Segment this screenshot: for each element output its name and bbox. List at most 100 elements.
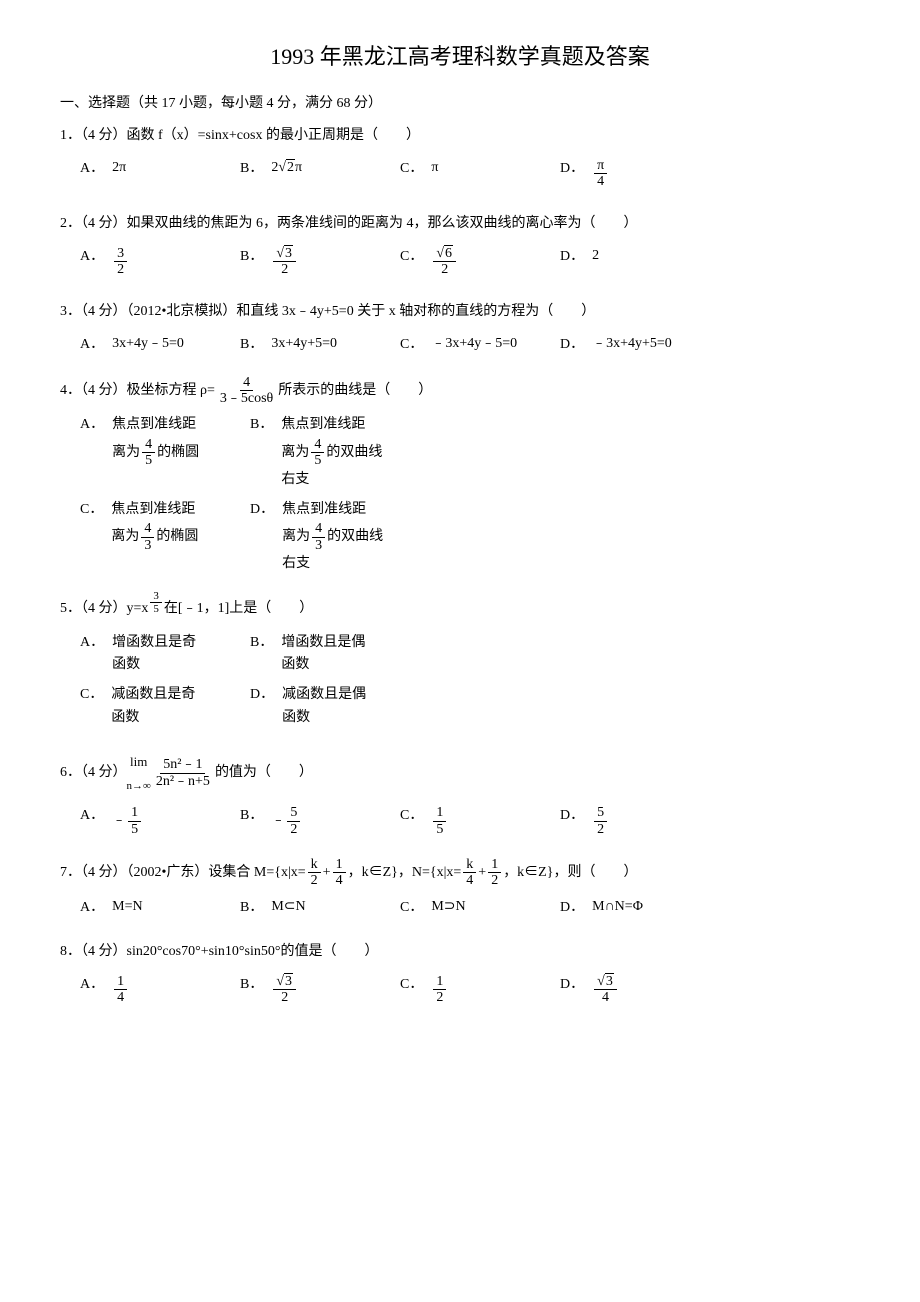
- question-text: 4．（4 分）极坐标方程 ρ=43﹣5cosθ所表示的曲线是（ ）: [60, 375, 860, 407]
- choice: D．52: [560, 805, 700, 837]
- question: 1．（4 分）函数 f（x）=sinx+cosx 的最小正周期是（ ） A． 2π B…: [60, 122, 860, 190]
- choice-label: C．: [400, 805, 423, 826]
- choice-content: 15: [431, 805, 448, 837]
- choice-content: 2π: [112, 158, 126, 178]
- choice-label: C．: [400, 897, 423, 918]
- choice: D． 减函数且是偶函数: [250, 684, 430, 729]
- question: 6．（4 分）limn→∞5n²﹣12n²﹣n+5的值为（ ） A．﹣15 B． ﹣5…: [60, 749, 860, 837]
- choice: D．π4: [560, 158, 700, 190]
- choice: A．﹣15: [80, 805, 220, 837]
- choice-label: B．: [250, 414, 273, 435]
- choice-content: √62: [431, 246, 458, 278]
- choice: A． 焦点到准线距离为45的椭圆: [80, 414, 230, 491]
- choice-label: B．: [240, 974, 263, 995]
- choices: A． 14 B． √32 C．12 D． √34: [60, 974, 860, 1006]
- choice: A． 32: [80, 246, 220, 278]
- question-text: 7．（4 分）（2002•广东）设集合 M={x|x=k2+14，k∈Z}，N=…: [60, 857, 860, 889]
- choice: B．√32: [240, 246, 380, 278]
- question: 7．（4 分）（2002•广东）设集合 M={x|x=k2+14，k∈Z}，N=…: [60, 857, 860, 918]
- choice: A． 3x+4y﹣5=0: [80, 334, 220, 355]
- choice-label: B．: [240, 805, 263, 826]
- question-text: 3．（4 分）（2012•北京模拟）和直线 3x﹣4y+5=0 关于 x 轴对称…: [60, 298, 860, 326]
- choice: A．M=N: [80, 897, 220, 918]
- choice-content: 52: [592, 805, 609, 837]
- choice-label: D．: [250, 499, 274, 520]
- choice-content: ﹣3x+4y+5=0: [592, 334, 672, 354]
- choice-content: 焦点到准线距离为43的双曲线右支: [282, 499, 383, 576]
- choice-content: 32: [112, 246, 129, 278]
- choices: A．﹣15 B． ﹣52 C． 15 D．52: [60, 805, 860, 837]
- question: 5．（4 分）y=x35在[﹣1，1]上是（ ） A． 增函数且是奇函数 B． 增函数且…: [60, 595, 860, 729]
- choice-content: M=N: [112, 897, 142, 917]
- section-header: 一、选择题（共 17 小题，每小题 4 分，满分 68 分）: [60, 93, 860, 114]
- choice: C． 15: [400, 805, 540, 837]
- choice-label: D．: [560, 246, 584, 267]
- choice-content: M⊂N: [271, 897, 305, 917]
- choice-content: M⊃N: [431, 897, 465, 917]
- choice-content: ﹣15: [112, 805, 143, 837]
- choice-label: C．: [400, 158, 423, 179]
- choice-content: √32: [271, 974, 298, 1006]
- choice: B．焦点到准线距离为45的双曲线右支: [250, 414, 430, 491]
- question-text: 1．（4 分）函数 f（x）=sinx+cosx 的最小正周期是（ ）: [60, 122, 860, 150]
- choice-label: C．: [400, 246, 423, 267]
- questions-container: 1．（4 分）函数 f（x）=sinx+cosx 的最小正周期是（ ） A． 2π B…: [60, 122, 860, 1006]
- question: 4．（4 分）极坐标方程 ρ=43﹣5cosθ所表示的曲线是（ ） A． 焦点到准线…: [60, 375, 860, 576]
- choice: B．2√2π: [240, 158, 380, 190]
- choice-label: A．: [80, 632, 104, 653]
- choice-label: B．: [240, 334, 263, 355]
- choice: B．M⊂N: [240, 897, 380, 918]
- question-text: 8．（4 分）sin20°cos70°+sin10°sin50°的值是（ ）: [60, 938, 860, 966]
- choice: C． M⊃N: [400, 897, 540, 918]
- choice-label: A．: [80, 974, 104, 995]
- choice-content: 增函数且是奇函数: [112, 632, 196, 677]
- choice: B． 3x+4y+5=0: [240, 334, 380, 355]
- choice-content: 减函数且是偶函数: [282, 684, 366, 729]
- question-text: 2．（4 分）如果双曲线的焦距为 6，两条准线间的距离为 4，那么该双曲线的离心…: [60, 210, 860, 238]
- choice-label: A．: [80, 334, 104, 355]
- choices: A． 32 B．√32 C． √62 D． 2: [60, 246, 860, 278]
- choice-label: B．: [250, 632, 273, 653]
- choice: A． 增函数且是奇函数: [80, 632, 230, 677]
- choice-content: 2: [592, 246, 599, 266]
- choice-content: 3x+4y﹣5=0: [112, 334, 184, 354]
- choices: A． 焦点到准线距离为45的椭圆 B．焦点到准线距离为45的双曲线右支 C． 焦点到准线…: [60, 414, 860, 575]
- choices: A．M=N B．M⊂N C． M⊃N D． M∩N=Φ: [60, 897, 860, 918]
- choice: B． ﹣52: [240, 805, 380, 837]
- choice-label: D．: [560, 334, 584, 355]
- choice-content: 焦点到准线距离为43的椭圆: [111, 499, 198, 553]
- choice-label: B．: [240, 246, 263, 267]
- choice-content: 12: [431, 974, 448, 1006]
- choice-label: B．: [240, 158, 263, 179]
- choice-label: C．: [80, 499, 103, 520]
- choice-content: 焦点到准线距离为45的椭圆: [112, 414, 199, 468]
- question-text: 6．（4 分）limn→∞5n²﹣12n²﹣n+5的值为（ ）: [60, 749, 860, 797]
- choice-content: 14: [112, 974, 129, 1006]
- choice-label: D．: [560, 974, 584, 995]
- choice-label: A．: [80, 158, 104, 179]
- choice: C．12: [400, 974, 540, 1006]
- question-text: 5．（4 分）y=x35在[﹣1，1]上是（ ）: [60, 595, 860, 623]
- choices: A．增函数且是奇函数B．增函数且是偶函数C．减函数且是奇函数D．减函数且是偶函数: [60, 632, 860, 730]
- choice: D． M∩N=Φ: [560, 897, 700, 918]
- choice-label: A．: [80, 246, 104, 267]
- choice-content: ﹣3x+4y﹣5=0: [431, 334, 517, 354]
- choice: A． 2π: [80, 158, 220, 190]
- question: 3．（4 分）（2012•北京模拟）和直线 3x﹣4y+5=0 关于 x 轴对称…: [60, 298, 860, 355]
- choices: A． 3x+4y﹣5=0 B． 3x+4y+5=0 C． ﹣3x+4y﹣5=0 D． ﹣3x+…: [60, 334, 860, 355]
- choice-label: D．: [250, 684, 274, 705]
- choice-label: D．: [560, 897, 584, 918]
- choice: A． 14: [80, 974, 220, 1006]
- choice-content: 3x+4y+5=0: [271, 334, 337, 354]
- choice-content: π4: [592, 158, 609, 190]
- choice-content: √34: [592, 974, 619, 1006]
- choice: D． 焦点到准线距离为43的双曲线右支: [250, 499, 430, 576]
- choice-content: M∩N=Φ: [592, 897, 643, 917]
- choice: D． 2: [560, 246, 700, 278]
- choice-label: A．: [80, 414, 104, 435]
- choice: D． ﹣3x+4y+5=0: [560, 334, 700, 355]
- choice-label: C．: [400, 334, 423, 355]
- choice-content: ﹣52: [271, 805, 302, 837]
- choice: D． √34: [560, 974, 700, 1006]
- question: 2．（4 分）如果双曲线的焦距为 6，两条准线间的距离为 4，那么该双曲线的离心…: [60, 210, 860, 278]
